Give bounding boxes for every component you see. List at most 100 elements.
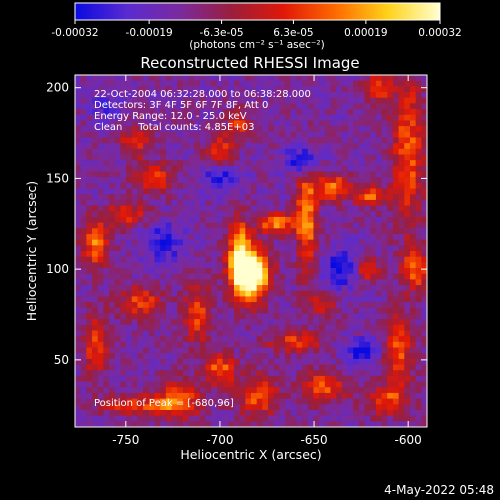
heatmap-cell bbox=[131, 319, 138, 326]
heatmap-cell bbox=[194, 313, 201, 320]
heatmap-cell bbox=[421, 239, 428, 246]
heatmap-cell bbox=[114, 262, 121, 269]
heatmap-cell bbox=[188, 347, 195, 354]
heatmap-cell bbox=[256, 336, 263, 343]
heatmap-cell bbox=[404, 251, 411, 258]
heatmap-cell bbox=[216, 307, 224, 314]
heatmap-cell bbox=[97, 324, 104, 331]
heatmap-cell bbox=[205, 375, 212, 383]
heatmap bbox=[75, 75, 428, 428]
heatmap-cell bbox=[233, 296, 241, 303]
heatmap-cell bbox=[273, 307, 280, 314]
heatmap-cell bbox=[307, 148, 314, 155]
heatmap-cell bbox=[358, 137, 366, 144]
heatmap-cell bbox=[143, 279, 150, 286]
heatmap-cell bbox=[256, 109, 263, 116]
heatmap-cell bbox=[103, 205, 110, 212]
heatmap-cell bbox=[347, 336, 354, 343]
heatmap-cell bbox=[336, 358, 343, 366]
heatmap-cell bbox=[245, 364, 252, 371]
heatmap-cell bbox=[262, 233, 269, 241]
heatmap-cell bbox=[358, 262, 366, 269]
heatmap-cell bbox=[222, 421, 229, 428]
heatmap-cell bbox=[353, 409, 360, 417]
heatmap-cell bbox=[302, 182, 309, 190]
heatmap-cell bbox=[97, 233, 104, 241]
heatmap-cell bbox=[233, 188, 241, 195]
heatmap-cell bbox=[336, 165, 343, 173]
heatmap-cell bbox=[313, 290, 320, 297]
heatmap-cell bbox=[86, 165, 93, 173]
heatmap-cell bbox=[319, 268, 326, 275]
heatmap-cell bbox=[330, 126, 337, 133]
heatmap-cell bbox=[239, 398, 246, 405]
heatmap-cell bbox=[251, 222, 258, 229]
heatmap-cell bbox=[330, 239, 337, 246]
heatmap-cell bbox=[131, 296, 138, 303]
heatmap-cell bbox=[404, 160, 411, 167]
heatmap-cell bbox=[222, 273, 229, 280]
heatmap-cell bbox=[86, 381, 93, 388]
heatmap-cell bbox=[330, 290, 337, 297]
heatmap-cell bbox=[279, 313, 286, 320]
heatmap-cell bbox=[347, 239, 354, 246]
heatmap-cell bbox=[415, 205, 422, 212]
heatmap-cell bbox=[421, 404, 428, 411]
heatmap-cell bbox=[307, 165, 314, 173]
heatmap-cell bbox=[239, 251, 246, 258]
heatmap-cell bbox=[86, 126, 93, 133]
heatmap-cell bbox=[114, 199, 121, 207]
heatmap-cell bbox=[251, 285, 258, 292]
heatmap-cell bbox=[143, 273, 150, 280]
heatmap-cell bbox=[347, 182, 354, 190]
heatmap-cell bbox=[415, 421, 422, 428]
heatmap-cell bbox=[392, 182, 400, 190]
heatmap-cell bbox=[421, 126, 428, 133]
heatmap-cell bbox=[262, 330, 269, 337]
heatmap-cell bbox=[404, 324, 411, 331]
heatmap-cell bbox=[205, 358, 212, 366]
heatmap-cell bbox=[285, 131, 292, 138]
heatmap-cell bbox=[279, 199, 286, 207]
heatmap-cell bbox=[245, 137, 252, 144]
heatmap-cell bbox=[80, 199, 87, 207]
heatmap-cell bbox=[256, 143, 263, 150]
heatmap-cell bbox=[160, 222, 167, 229]
heatmap-cell bbox=[421, 109, 428, 116]
heatmap-cell bbox=[165, 273, 173, 280]
heatmap-cell bbox=[97, 279, 104, 286]
heatmap-cell bbox=[154, 97, 161, 104]
heatmap-cell bbox=[313, 336, 320, 343]
heatmap-cell bbox=[148, 137, 155, 144]
heatmap-cell bbox=[330, 273, 337, 280]
heatmap-cell bbox=[336, 296, 343, 303]
heatmap-cell bbox=[421, 160, 428, 167]
heatmap-cell bbox=[126, 154, 133, 161]
heatmap-cell bbox=[268, 228, 275, 235]
heatmap-cell bbox=[194, 387, 201, 394]
heatmap-cell bbox=[114, 285, 121, 292]
heatmap-cell bbox=[273, 353, 280, 360]
heatmap-cell bbox=[228, 251, 235, 258]
heatmap-cell bbox=[97, 251, 104, 258]
heatmap-cell bbox=[341, 86, 349, 93]
heatmap-cell bbox=[126, 302, 133, 309]
heatmap-cell bbox=[131, 404, 138, 411]
heatmap-cell bbox=[171, 233, 178, 241]
heatmap-cell bbox=[75, 177, 82, 184]
heatmap-cell bbox=[324, 75, 331, 82]
heatmap-cell bbox=[205, 296, 212, 303]
heatmap-cell bbox=[273, 313, 280, 320]
heatmap-cell bbox=[126, 290, 133, 297]
heatmap-cell bbox=[97, 188, 104, 195]
heatmap-cell bbox=[154, 245, 161, 252]
heatmap-cell bbox=[302, 285, 309, 292]
heatmap-cell bbox=[188, 216, 195, 224]
heatmap-cell bbox=[375, 137, 383, 144]
heatmap-cell bbox=[199, 268, 207, 275]
heatmap-cell bbox=[262, 296, 269, 303]
heatmap-cell bbox=[194, 398, 201, 405]
heatmap-cell bbox=[268, 370, 275, 377]
heatmap-cell bbox=[86, 131, 93, 138]
heatmap-cell bbox=[404, 262, 411, 269]
